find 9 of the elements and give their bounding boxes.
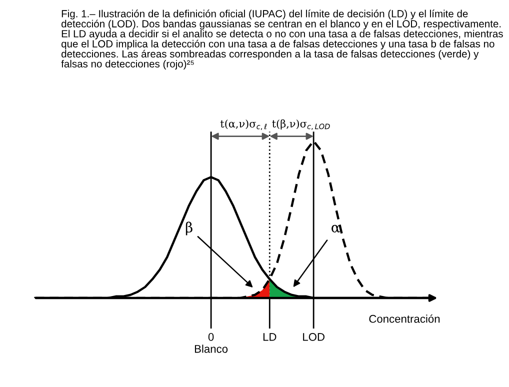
x-tick-label: LOD [303,333,324,341]
annotation: α [332,224,340,232]
text: t(α,ν)σ$_{c,ℓ}$ [220,119,267,130]
x-axis-title: Concentración [369,314,440,323]
x-tick-label: 0 Blanco [194,333,228,353]
chart-title: Fig. 1.– Ilustración de la definición oficial (IUPAC) del límite de decisión (LD) y el límite de detección (LOD). Dos bandas gaussianas se centran en el blanco y en el LOD, respectivamente. El LD ayuda a decidir si el analito se detecta o no con una tasa a de falsas detecciones, mientras que el LOD implica la detección con una tasa a de falsas detecciones y una tasa b de falsas no detecciones. Las áreas sombreadas corresponden a la tasa de falsas detecciones (verde) y falsas no detecciones (rojo)²⁵ [61,10,503,70]
x-tick-label: LD [263,333,276,341]
annotation: β [186,222,192,236]
text: t(β,ν)σ$_{c,LOD}$ [272,119,330,130]
